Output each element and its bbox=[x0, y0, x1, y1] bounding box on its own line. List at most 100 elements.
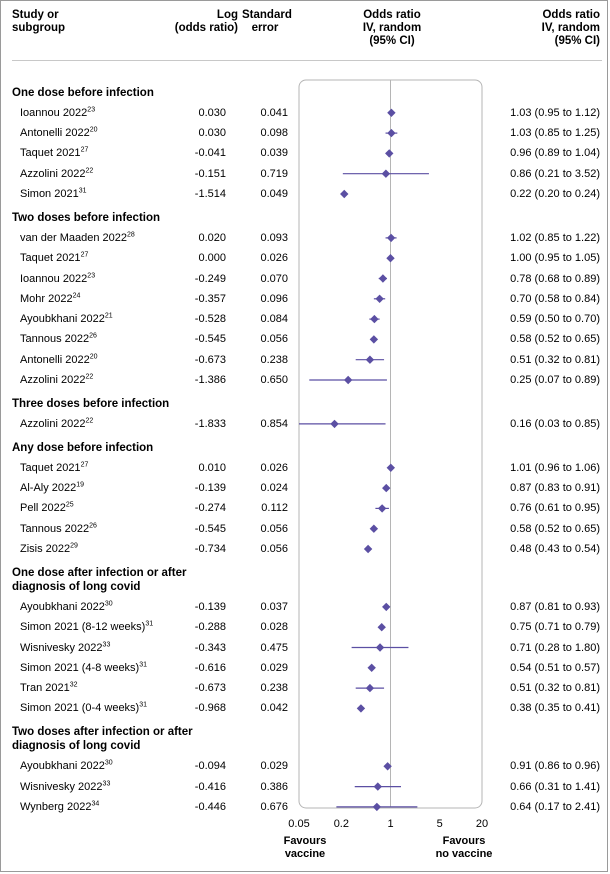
log-odds-value: -1.833 bbox=[194, 417, 226, 430]
odds-ratio-ci-text: 1.02 (0.85 to 1.22) bbox=[510, 231, 600, 244]
group-title: Two doses before infection bbox=[12, 211, 160, 225]
study-name: Ioannou 202223 bbox=[20, 106, 95, 120]
log-odds-value: -0.094 bbox=[194, 760, 226, 773]
odds-ratio-ci-text: 0.22 (0.20 to 0.24) bbox=[510, 188, 600, 200]
study-reference: 20 bbox=[89, 126, 98, 134]
standard-error-value: 0.096 bbox=[260, 292, 288, 305]
point-estimate-marker bbox=[369, 335, 379, 344]
standard-error-value: 0.854 bbox=[260, 417, 288, 430]
standard-error-value: 0.093 bbox=[260, 231, 288, 244]
log-odds-value: -0.673 bbox=[194, 353, 226, 366]
header-odds-ratio-plot: Odds ratio IV, random (95% CI) bbox=[296, 9, 488, 48]
group-title: One dose before infection bbox=[12, 86, 154, 100]
standard-error-value: 0.056 bbox=[260, 522, 288, 535]
standard-error-value: 0.037 bbox=[260, 600, 288, 613]
group-title-line: Any dose before infection bbox=[12, 441, 154, 454]
odds-ratio-ci-text: 0.66 (0.31 to 1.41) bbox=[510, 780, 600, 793]
study-name: Ayoubkhani 202230 bbox=[20, 759, 113, 773]
header-log-odds: Log (odds ratio) bbox=[150, 9, 238, 35]
study-name-text: Ioannou 202223 bbox=[20, 271, 96, 285]
study-reference: 33 bbox=[102, 779, 111, 787]
study-reference: 30 bbox=[104, 759, 113, 767]
point-estimate-marker bbox=[356, 704, 366, 713]
point-estimate-marker bbox=[381, 169, 391, 178]
study-name: Al-Aly 202219 bbox=[20, 481, 84, 495]
group-title-line: Two doses before infection bbox=[12, 211, 161, 224]
odds-ratio-ci-text: 0.70 (0.58 to 0.84) bbox=[510, 292, 600, 305]
study-name-text: Ayoubkhani 202230 bbox=[20, 600, 113, 613]
log-odds-value: -0.151 bbox=[194, 167, 226, 180]
study-name-text: Wynberg 202234 bbox=[20, 800, 100, 813]
study-name: Taquet 202127 bbox=[20, 251, 88, 265]
study-name: Simon 202131 bbox=[20, 187, 87, 201]
header-study-line-2: subgroup bbox=[12, 22, 66, 34]
x-tick-label: 20 bbox=[476, 818, 488, 830]
study-name-text: Mohr 202224 bbox=[20, 292, 81, 305]
odds-ratio-ci-text: 0.64 (0.17 to 2.41) bbox=[510, 800, 600, 813]
group-title-line: diagnosis of long covid bbox=[12, 740, 141, 752]
odds-ratio-ci-text: 0.87 (0.81 to 0.93) bbox=[510, 600, 600, 613]
log-odds-value: -0.357 bbox=[194, 292, 226, 305]
odds-ratio-ci-text: 0.75 (0.71 to 0.79) bbox=[510, 621, 600, 634]
study-name: Ayoubkhani 202221 bbox=[20, 312, 113, 326]
odds-ratio-ci-text: 1.03 (0.95 to 1.12) bbox=[510, 106, 600, 119]
standard-error-value: 0.041 bbox=[260, 106, 288, 119]
log-odds-value: 0.030 bbox=[198, 106, 226, 119]
study-name-text: Simon 2021 (0-4 weeks)31 bbox=[20, 701, 148, 715]
log-odds-value: -1.386 bbox=[194, 374, 226, 386]
standard-error-value: 0.028 bbox=[260, 621, 288, 634]
header-or-line-2: IV, random bbox=[362, 22, 422, 34]
study-name-text: Al-Aly 202219 bbox=[20, 481, 85, 495]
standard-error-value: 0.026 bbox=[260, 252, 288, 265]
study-reference: 22 bbox=[85, 417, 94, 425]
study-name: Azzolini 202222 bbox=[20, 417, 93, 431]
study-name-text: Ayoubkhani 202230 bbox=[20, 759, 113, 773]
study-name-text: Taquet 202127 bbox=[20, 461, 89, 474]
odds-ratio-ci-text: 0.25 (0.07 to 0.89) bbox=[510, 374, 600, 386]
standard-error-value: 0.238 bbox=[260, 682, 288, 695]
study-name-text: Zisis 202229 bbox=[20, 542, 78, 555]
study-reference: 26 bbox=[89, 522, 97, 530]
study-name: Zisis 202229 bbox=[20, 542, 78, 556]
study-name-text: Azzolini 202222 bbox=[20, 417, 94, 430]
study-name: Wisnivesky 202233 bbox=[20, 780, 110, 794]
study-reference: 26 bbox=[89, 332, 97, 340]
group-title: Two doses after infection or after diagno… bbox=[12, 725, 193, 753]
header-or-line-1: Odds ratio bbox=[363, 9, 421, 21]
study-name-text: Wisnivesky 202233 bbox=[20, 640, 111, 654]
study-reference: 31 bbox=[78, 187, 87, 195]
study-reference: 22 bbox=[85, 373, 94, 381]
study-reference: 23 bbox=[87, 271, 96, 279]
odds-ratio-ci-text: 0.51 (0.32 to 0.81) bbox=[510, 682, 600, 695]
group-title-line: One dose before infection bbox=[12, 86, 154, 99]
header-se-line-2: error bbox=[251, 22, 279, 34]
study-name: Taquet 202127 bbox=[20, 146, 88, 160]
log-odds-value: -0.139 bbox=[194, 482, 226, 495]
study-reference: 22 bbox=[85, 167, 94, 175]
log-odds-value: 0.030 bbox=[198, 127, 226, 140]
study-reference: 31 bbox=[139, 701, 148, 709]
study-reference: 33 bbox=[102, 640, 111, 648]
header-study-line-1: Study or bbox=[12, 9, 59, 21]
standard-error-value: 0.029 bbox=[260, 760, 288, 773]
standard-error-value: 0.386 bbox=[260, 780, 288, 793]
odds-ratio-ci-text: 0.71 (0.28 to 1.80) bbox=[510, 641, 600, 654]
odds-ratio-ci-text: 0.48 (0.43 to 0.54) bbox=[510, 543, 600, 555]
standard-error-value: 0.024 bbox=[260, 482, 288, 495]
point-estimate-marker bbox=[340, 189, 349, 199]
log-odds-value: -0.041 bbox=[194, 147, 226, 160]
favours-left-line-2: vaccine bbox=[284, 848, 326, 860]
log-odds-value: -0.288 bbox=[194, 621, 226, 634]
favours-no-vaccine-label: Favours no vaccine bbox=[424, 835, 504, 861]
study-name: Simon 2021 (4-8 weeks)31 bbox=[20, 661, 147, 675]
standard-error-value: 0.056 bbox=[260, 333, 288, 346]
study-name: Mohr 202224 bbox=[20, 292, 80, 306]
point-estimate-marker bbox=[386, 233, 396, 243]
group-title: Any dose before infection bbox=[12, 441, 153, 455]
point-estimate-marker bbox=[330, 419, 339, 429]
standard-error-value: 0.049 bbox=[260, 188, 288, 200]
study-name-text: Antonelli 202220 bbox=[20, 353, 98, 366]
log-odds-value: -0.528 bbox=[194, 313, 226, 326]
